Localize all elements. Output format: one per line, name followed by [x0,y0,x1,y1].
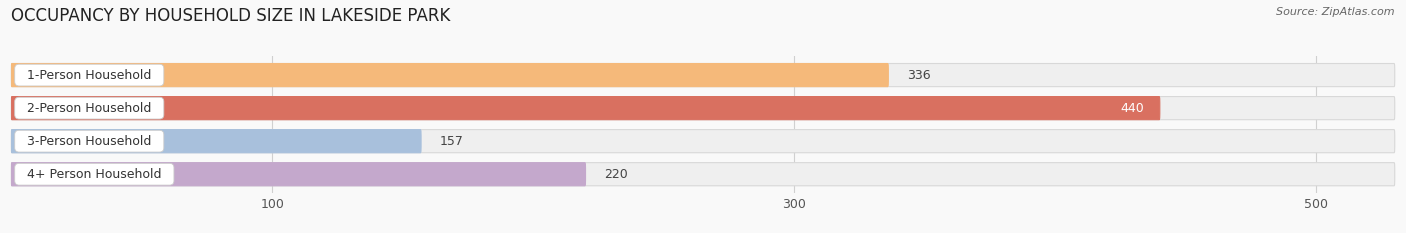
FancyBboxPatch shape [11,163,1395,186]
Text: 157: 157 [439,135,463,148]
FancyBboxPatch shape [11,130,1395,153]
FancyBboxPatch shape [11,130,420,153]
FancyBboxPatch shape [11,96,1395,120]
Text: 4+ Person Household: 4+ Person Household [20,168,170,181]
Text: 220: 220 [603,168,627,181]
Text: 440: 440 [1121,102,1144,115]
FancyBboxPatch shape [11,96,1160,120]
Text: 2-Person Household: 2-Person Household [20,102,159,115]
Text: Source: ZipAtlas.com: Source: ZipAtlas.com [1277,7,1395,17]
Text: OCCUPANCY BY HOUSEHOLD SIZE IN LAKESIDE PARK: OCCUPANCY BY HOUSEHOLD SIZE IN LAKESIDE … [11,7,450,25]
Text: 336: 336 [907,69,931,82]
Text: 1-Person Household: 1-Person Household [20,69,159,82]
FancyBboxPatch shape [11,163,585,186]
FancyBboxPatch shape [11,64,889,87]
FancyBboxPatch shape [11,64,1395,87]
Text: 3-Person Household: 3-Person Household [20,135,159,148]
